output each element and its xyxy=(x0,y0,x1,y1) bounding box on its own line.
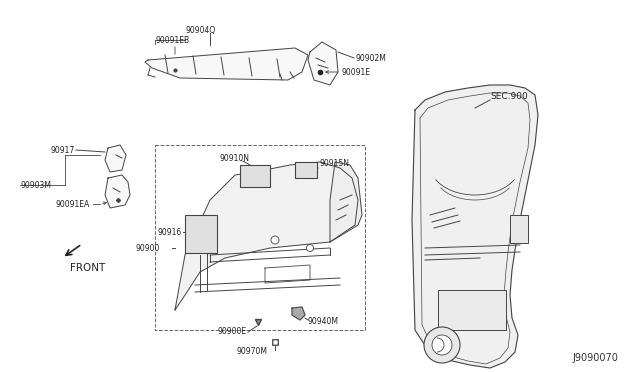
Bar xyxy=(240,165,270,187)
Polygon shape xyxy=(105,145,126,172)
Text: 90902M: 90902M xyxy=(356,54,387,62)
Polygon shape xyxy=(145,48,308,80)
Text: 90091E: 90091E xyxy=(342,67,371,77)
Polygon shape xyxy=(292,307,305,320)
Circle shape xyxy=(271,236,279,244)
Bar xyxy=(295,162,317,178)
Text: 90915N: 90915N xyxy=(320,158,350,167)
Text: SEC.900: SEC.900 xyxy=(490,92,528,100)
Text: 90900E: 90900E xyxy=(218,327,247,337)
Text: 90916: 90916 xyxy=(158,228,182,237)
Polygon shape xyxy=(105,175,130,208)
Bar xyxy=(438,290,506,330)
Text: 90903M: 90903M xyxy=(20,180,51,189)
Text: J9090070: J9090070 xyxy=(572,353,618,363)
Polygon shape xyxy=(308,42,338,85)
Circle shape xyxy=(307,244,314,251)
Bar xyxy=(510,215,528,243)
Text: 90910N: 90910N xyxy=(220,154,250,163)
Polygon shape xyxy=(330,162,362,242)
Text: 90091EA: 90091EA xyxy=(55,199,89,208)
Bar xyxy=(155,145,365,330)
Polygon shape xyxy=(175,162,358,310)
Text: 90904Q: 90904Q xyxy=(186,26,216,35)
Text: 90940M: 90940M xyxy=(308,317,339,327)
Text: 90970M: 90970M xyxy=(237,347,268,356)
Text: 90900: 90900 xyxy=(135,244,159,253)
Text: 90091EB: 90091EB xyxy=(155,35,189,45)
Circle shape xyxy=(432,335,452,355)
Text: 90917: 90917 xyxy=(51,145,75,154)
Circle shape xyxy=(424,327,460,363)
Text: FRONT: FRONT xyxy=(70,263,105,273)
Bar xyxy=(185,215,217,253)
Polygon shape xyxy=(412,85,538,368)
